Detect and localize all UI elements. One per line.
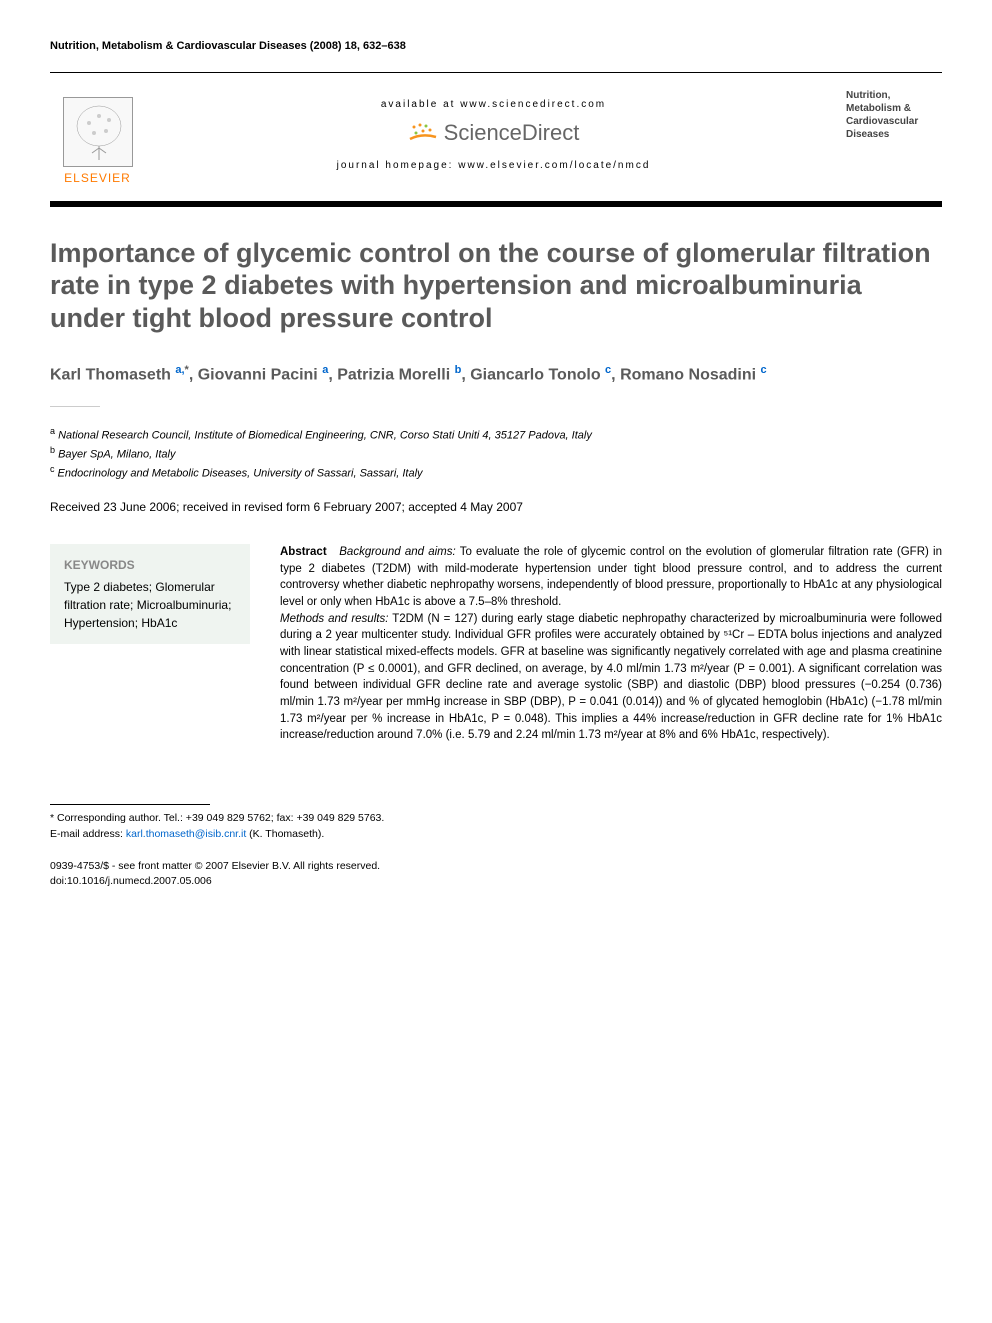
thick-rule: [50, 201, 942, 207]
abstract-mr-text: T2DM (N = 127) during early stage diabet…: [280, 613, 942, 742]
copyright-block: 0939-4753/$ - see front matter © 2007 El…: [50, 859, 942, 891]
elsevier-wordmark: ELSEVIER: [64, 171, 131, 185]
banner-center: available at www.sciencedirect.com Scien…: [145, 99, 842, 171]
affiliation-line: c Endocrinology and Metabolic Diseases, …: [50, 463, 942, 482]
article-dates: Received 23 June 2006; received in revis…: [50, 500, 942, 514]
article-title: Importance of glycemic control on the co…: [50, 237, 942, 334]
author-list: Karl Thomaseth a,*, Giovanni Pacini a, P…: [50, 362, 942, 387]
email-suffix: (K. Thomaseth).: [246, 828, 324, 840]
keywords-list: Type 2 diabetes; Glomerular filtration r…: [64, 578, 236, 632]
abstract-bg-label: Background and aims:: [339, 546, 455, 558]
abstract-mr-label: Methods and results:: [280, 613, 388, 625]
available-at-text: available at www.sciencedirect.com: [165, 99, 822, 110]
doi-line: doi:10.1016/j.numecd.2007.05.006: [50, 874, 942, 890]
affiliation-line: b Bayer SpA, Milano, Italy: [50, 444, 942, 463]
journal-homepage-text: journal homepage: www.elsevier.com/locat…: [165, 160, 822, 171]
abstract: Abstract Background and aims: To evaluat…: [280, 544, 942, 744]
sciencedirect-logo: ScienceDirect: [408, 120, 580, 146]
running-header: Nutrition, Metabolism & Cardiovascular D…: [50, 40, 942, 52]
email-line: E-mail address: karl.thomaseth@isib.cnr.…: [50, 827, 942, 843]
copyright-line1: 0939-4753/$ - see front matter © 2007 El…: [50, 859, 942, 875]
sciencedirect-text: ScienceDirect: [444, 120, 580, 146]
email-address[interactable]: karl.thomaseth@isib.cnr.it: [126, 828, 246, 840]
keywords-heading: KEYWORDS: [64, 556, 236, 574]
elsevier-tree-icon: [63, 97, 133, 167]
keywords-abstract-row: KEYWORDS Type 2 diabetes; Glomerular fil…: [50, 544, 942, 744]
affiliations: a National Research Council, Institute o…: [50, 425, 942, 482]
affiliation-line: a National Research Council, Institute o…: [50, 425, 942, 444]
footnote-rule: [50, 804, 210, 805]
keywords-box: KEYWORDS Type 2 diabetes; Glomerular fil…: [50, 544, 250, 644]
email-label: E-mail address:: [50, 828, 123, 840]
abstract-label: Abstract: [280, 546, 327, 558]
sciencedirect-swoosh-icon: [408, 121, 438, 145]
elsevier-logo: ELSEVIER: [50, 85, 145, 185]
corresponding-author: * Corresponding author. Tel.: +39 049 82…: [50, 811, 942, 827]
publisher-banner: ELSEVIER available at www.sciencedirect.…: [50, 72, 942, 197]
footnotes: * Corresponding author. Tel.: +39 049 82…: [50, 811, 942, 843]
journal-cover-thumbnail: Nutrition, Metabolism & Cardiovascular D…: [842, 85, 942, 185]
thin-rule: [50, 406, 100, 407]
